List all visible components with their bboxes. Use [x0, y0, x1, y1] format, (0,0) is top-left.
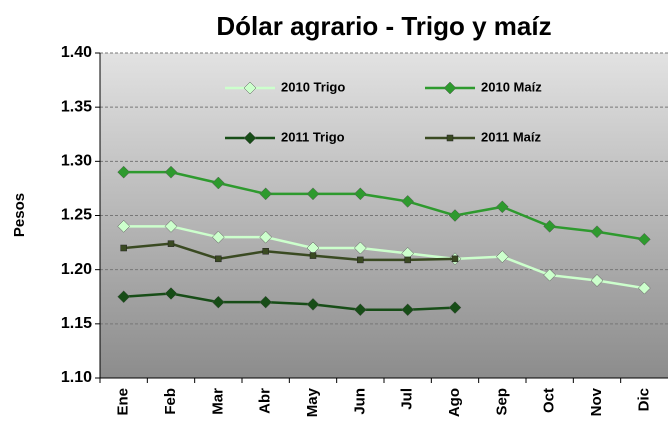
point — [259, 295, 273, 309]
point — [543, 219, 557, 233]
point — [211, 176, 225, 190]
series-line — [123, 242, 456, 262]
point — [353, 241, 367, 255]
legend-label: 2011 Maíz — [481, 129, 541, 144]
x-tick-label: Dic — [635, 388, 652, 411]
point — [353, 303, 367, 317]
y-tick-label: 1.15 — [61, 315, 92, 332]
x-tick-label: Nov — [588, 387, 605, 416]
point — [211, 295, 225, 309]
x-tick-label: Feb — [162, 388, 179, 415]
point — [215, 255, 222, 263]
x-tick-label: Jun — [351, 388, 368, 415]
point — [164, 165, 178, 179]
point — [448, 209, 462, 222]
point — [353, 187, 367, 201]
x-tick-label: Ene — [115, 388, 132, 416]
point — [117, 219, 131, 233]
point — [357, 256, 364, 264]
point — [117, 165, 131, 179]
point — [401, 303, 415, 317]
point — [262, 248, 269, 255]
legend-label: 2010 Maíz — [481, 79, 542, 94]
x-tick-label: May — [304, 387, 321, 417]
point — [120, 244, 127, 252]
x-tick-label: Sep — [493, 388, 510, 416]
point — [309, 252, 317, 259]
legend-marker — [243, 81, 257, 95]
point — [495, 200, 509, 214]
point — [637, 232, 651, 246]
y-axis-label: Pesos — [11, 193, 28, 237]
point — [167, 240, 175, 247]
legend-marker — [443, 81, 457, 95]
y-tick-label: 1.40 — [61, 44, 92, 61]
y-tick-label: 1.25 — [61, 207, 92, 224]
point — [117, 290, 131, 304]
legend-marker — [446, 134, 454, 142]
x-tick-label: Ago — [446, 388, 463, 417]
y-tick-label: 1.35 — [61, 98, 92, 115]
point — [259, 187, 273, 201]
series-line — [123, 292, 456, 311]
series-line — [123, 225, 645, 290]
point — [306, 297, 320, 311]
point — [543, 268, 557, 282]
point — [404, 256, 411, 264]
point — [401, 195, 415, 208]
point — [211, 230, 225, 244]
point — [590, 274, 604, 287]
point — [451, 255, 459, 263]
legend-label: 2011 Trigo — [281, 129, 345, 144]
point — [495, 250, 509, 264]
chart-title: Dólar agrario - Trigo y maíz — [216, 11, 551, 41]
legend-label: 2010 Trigo — [281, 79, 345, 94]
point — [306, 187, 320, 201]
point — [164, 219, 178, 233]
point — [590, 225, 604, 239]
x-tick-label: Mar — [209, 388, 226, 415]
x-tick-label: Abr — [257, 388, 274, 414]
x-tick-label: Jul — [399, 388, 416, 410]
plot-area — [100, 53, 668, 378]
x-tick-label: Oct — [541, 388, 558, 413]
y-tick-label: 1.20 — [61, 261, 92, 278]
series-line — [123, 170, 645, 241]
legend-marker — [243, 131, 257, 145]
point — [448, 301, 462, 314]
point — [637, 281, 651, 295]
point — [259, 230, 273, 244]
y-tick-label: 1.30 — [61, 153, 92, 170]
y-tick-label: 1.10 — [61, 369, 92, 386]
point — [164, 287, 178, 300]
